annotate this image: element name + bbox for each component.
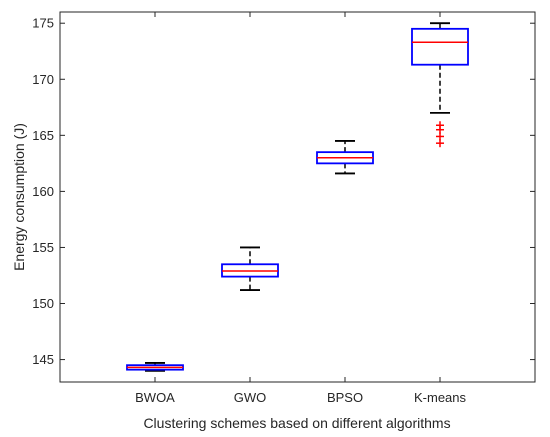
plot-area <box>59 11 536 383</box>
x-axis-ticks: BWOA GWO BPSO K-means <box>135 12 467 405</box>
x-tick-label: BWOA <box>135 390 175 405</box>
x-tick-label: BPSO <box>327 390 363 405</box>
y-tick-label: 160 <box>32 184 54 199</box>
box-gwo <box>221 246 279 291</box>
y-axis-label: Energy consumption (J) <box>11 123 27 271</box>
box-bwoa <box>126 362 184 372</box>
y-tick-label: 145 <box>32 352 54 367</box>
iqr-box <box>411 27 469 66</box>
x-tick-label: K-means <box>414 390 467 405</box>
x-axis-label: Clustering schemes based on different al… <box>143 415 450 431</box>
x-tick-label: GWO <box>234 390 267 405</box>
y-tick-label: 155 <box>32 240 54 255</box>
box-bpso <box>316 140 374 175</box>
y-tick-label: 170 <box>32 72 54 87</box>
y-tick-label: 165 <box>32 128 54 143</box>
y-tick-label: 175 <box>32 16 54 31</box>
box-k-means <box>411 22 469 148</box>
box-series <box>126 22 469 372</box>
y-tick-label: 150 <box>32 296 54 311</box>
y-axis-ticks: 145 150 155 160 165 170 175 <box>32 16 535 367</box>
